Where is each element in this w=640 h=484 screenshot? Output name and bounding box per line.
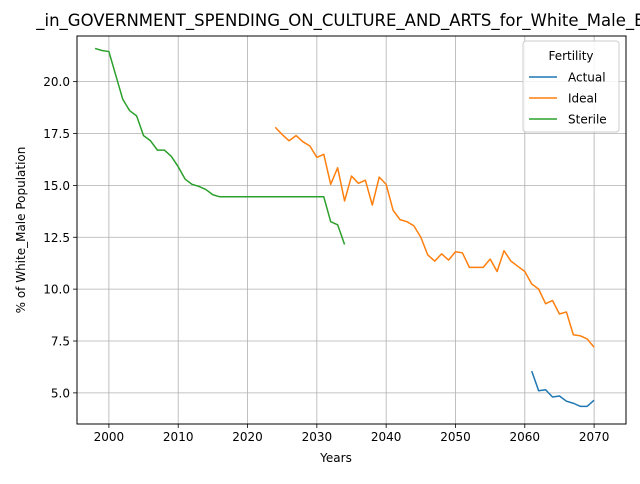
series-line-sterile (94, 47, 346, 245)
series-line-ideal (274, 126, 595, 348)
series-line-actual (531, 370, 595, 408)
series-lines (94, 47, 595, 408)
x-axis-label: Years (319, 451, 352, 465)
legend-label-actual: Actual (568, 71, 606, 85)
x-tick-label: 2020 (232, 430, 263, 444)
y-tick-label: 5.0 (51, 386, 70, 400)
axis-ticks: 2000 2010 2020 2030 2040 2050 2060 2070 5.0 7.5 10… (43, 75, 609, 444)
x-tick-label: 2050 (440, 430, 471, 444)
y-tick-label: 7.5 (51, 335, 70, 349)
y-tick-label: 17.5 (43, 127, 70, 141)
chart-title: _in_GOVERNMENT_SPENDING_ON_CULTURE_AND_A… (35, 11, 640, 31)
legend-box (522, 40, 620, 133)
legend: Fertility Actual Ideal Sterile (522, 40, 620, 133)
x-tick-label: 2030 (302, 430, 333, 444)
x-tick-label: 2070 (579, 430, 610, 444)
legend-label-sterile: Sterile (568, 113, 607, 127)
y-tick-label: 20.0 (43, 75, 70, 89)
plot-frame (76, 35, 627, 425)
y-axis-label: % of White_Male Population (14, 147, 28, 314)
legend-items: Actual Ideal Sterile (529, 71, 607, 127)
x-tick-label: 2040 (371, 430, 402, 444)
x-tick-label: 2010 (163, 430, 194, 444)
y-tick-label: 12.5 (43, 231, 70, 245)
y-tick-label: 10.0 (43, 283, 70, 297)
legend-title: Fertility (548, 49, 593, 63)
x-tick-label: 2060 (510, 430, 541, 444)
legend-label-ideal: Ideal (568, 92, 597, 106)
y-tick-label: 15.0 (43, 179, 70, 193)
x-tick-label: 2000 (94, 430, 125, 444)
